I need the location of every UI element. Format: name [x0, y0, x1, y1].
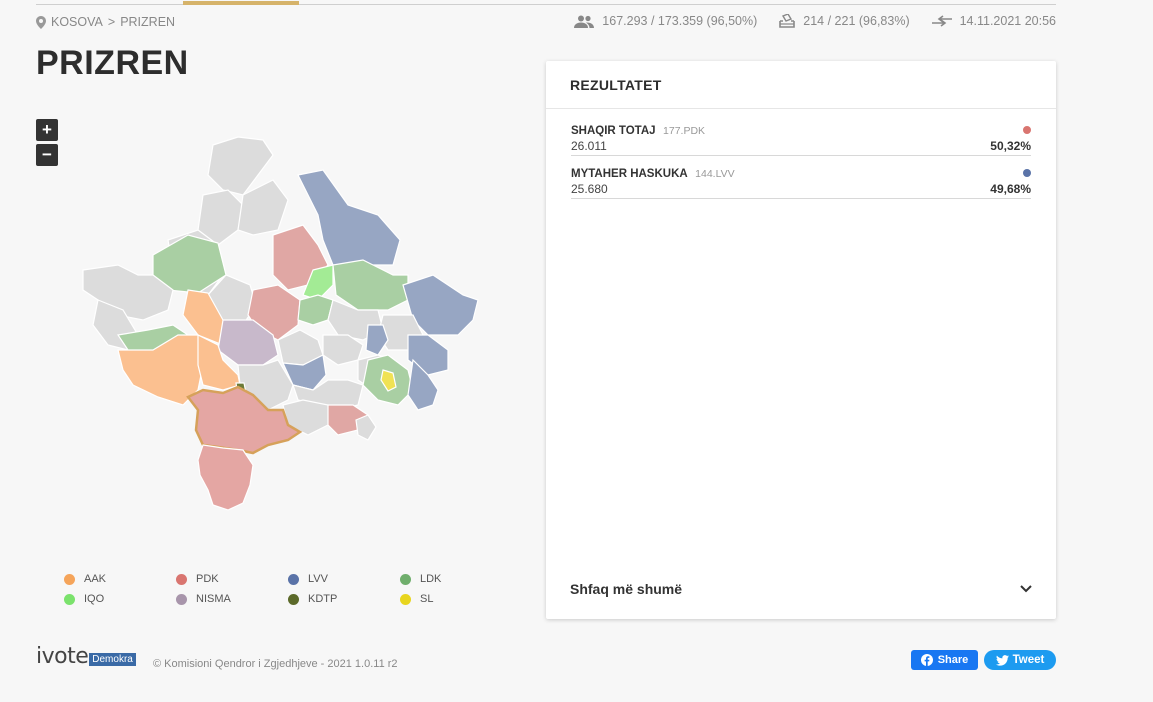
zoom-in-button[interactable]: +	[36, 119, 58, 141]
kosovo-map[interactable]	[78, 135, 488, 515]
candidate-percentage: 50,32%	[990, 138, 1031, 153]
chevron-down-icon	[1020, 585, 1032, 593]
party-color-dot	[1023, 126, 1031, 134]
legend-item[interactable]: SL	[400, 593, 512, 605]
legend-item[interactable]: KDTP	[288, 593, 400, 605]
breadcrumb: KOSOVA > PRIZREN	[36, 15, 175, 29]
region-zvecan[interactable]	[237, 179, 289, 236]
region-iqo[interactable]	[302, 264, 334, 301]
legend-label: LVV	[308, 573, 328, 585]
people-icon	[574, 15, 595, 28]
voters-count: 167.293 / 173.359 (96,50%)	[602, 14, 758, 28]
legend-dot	[64, 593, 75, 605]
ballot-box-icon	[779, 14, 796, 28]
candidate-name: MYTAHER HASKUKA	[571, 168, 688, 180]
region-fushe-kosova[interactable]	[322, 334, 364, 366]
region-dragash[interactable]	[197, 444, 254, 511]
page-title: PRIZREN	[36, 44, 189, 82]
tweet-button[interactable]: Tweet	[984, 650, 1056, 670]
legend-dot	[400, 573, 411, 585]
ivote-logo: ivote Demokra	[36, 646, 136, 668]
result-row[interactable]: MYTAHER HASKUKA 144.LVV 25.680 49,68%	[571, 166, 1031, 199]
results-panel: REZULTATET SHAQIR TOTAJ 177.PDK 26.011 5…	[546, 61, 1056, 619]
candidate-votes: 26.011	[571, 138, 607, 153]
breadcrumb-country[interactable]: KOSOVA	[51, 15, 103, 29]
twitter-bird-icon	[995, 654, 1009, 666]
facebook-icon	[920, 654, 933, 666]
candidate-percentage: 49,68%	[990, 181, 1031, 196]
region-prizren[interactable]	[186, 385, 303, 455]
legend-label: NISMA	[196, 593, 231, 605]
zoom-out-button[interactable]: −	[36, 144, 58, 166]
copyright-text: © Komisioni Qendror i Zgjedhjeve - 2021 …	[153, 658, 398, 670]
logo-badge: Demokra	[89, 653, 136, 666]
region-podujeva[interactable]	[332, 259, 409, 311]
legend-label: LDK	[420, 573, 442, 585]
legend-dot	[64, 573, 75, 585]
legend-item[interactable]: LVV	[288, 573, 400, 585]
legend-label: IQO	[84, 593, 105, 605]
region-north-east[interactable]	[297, 169, 401, 276]
party-color-dot	[1023, 169, 1031, 177]
legend-label: AAK	[84, 573, 107, 585]
region-gjakova[interactable]	[117, 334, 204, 406]
legend-item[interactable]: NISMA	[176, 593, 288, 605]
region-viti[interactable]	[407, 358, 439, 411]
legend-dot	[288, 593, 299, 605]
region-hani-elezit[interactable]	[355, 414, 377, 441]
legend-item[interactable]: IQO	[64, 593, 176, 605]
region-leposavic[interactable]	[207, 136, 274, 196]
voters-stat: 167.293 / 173.359 (96,50%)	[574, 14, 757, 28]
region-malisheva[interactable]	[217, 319, 279, 366]
updated-stat: 14.11.2021 20:56	[931, 14, 1056, 28]
show-more-label: Shfaq më shumë	[570, 581, 683, 597]
legend-dot	[176, 593, 187, 605]
stations-stat: 214 / 221 (96,83%)	[779, 14, 910, 28]
legend-label: SL	[420, 593, 434, 605]
candidate-list: 177.PDK	[663, 125, 706, 137]
stations-count: 214 / 221 (96,83%)	[803, 14, 910, 28]
legend-label: PDK	[196, 573, 219, 585]
result-row[interactable]: SHAQIR TOTAJ 177.PDK 26.011 50,32%	[571, 123, 1031, 156]
legend-item[interactable]: PDK	[176, 573, 288, 585]
top-accent-bar	[183, 1, 299, 5]
facebook-share-button[interactable]: Share	[911, 650, 978, 670]
breadcrumb-separator: >	[107, 15, 116, 29]
tweet-label: Tweet	[1012, 654, 1045, 666]
region-peja[interactable]	[82, 264, 174, 321]
party-legend: AAK PDK LVV LDK IQO NISMA KDTP SL	[64, 573, 524, 605]
candidate-list: 144.LVV	[695, 168, 735, 180]
updated-time: 14.11.2021 20:56	[959, 14, 1056, 28]
top-divider	[36, 4, 1056, 5]
candidate-name: SHAQIR TOTAJ	[571, 125, 656, 137]
candidate-votes: 25.680	[571, 181, 608, 196]
region-kllokot[interactable]	[380, 369, 397, 392]
legend-dot	[400, 593, 411, 605]
share-label: Share	[937, 654, 969, 666]
legend-dot	[288, 573, 299, 585]
results-list: SHAQIR TOTAJ 177.PDK 26.011 50,32% MYTAH…	[546, 109, 1056, 199]
legend-item[interactable]: AAK	[64, 573, 176, 585]
results-title: REZULTATET	[546, 61, 1056, 109]
legend-dot	[176, 573, 187, 585]
location-pin-icon	[36, 15, 46, 29]
sync-arrows-icon	[931, 15, 952, 27]
legend-item[interactable]: LDK	[400, 573, 512, 585]
logo-text: ivote	[36, 644, 89, 669]
show-more-button[interactable]: Shfaq më shumë	[546, 577, 1056, 601]
breadcrumb-municipality: PRIZREN	[120, 15, 176, 29]
region-gracanica[interactable]	[365, 324, 389, 356]
legend-label: KDTP	[308, 593, 338, 605]
stats-bar: 167.293 / 173.359 (96,50%) 214 / 221 (96…	[552, 14, 1056, 28]
